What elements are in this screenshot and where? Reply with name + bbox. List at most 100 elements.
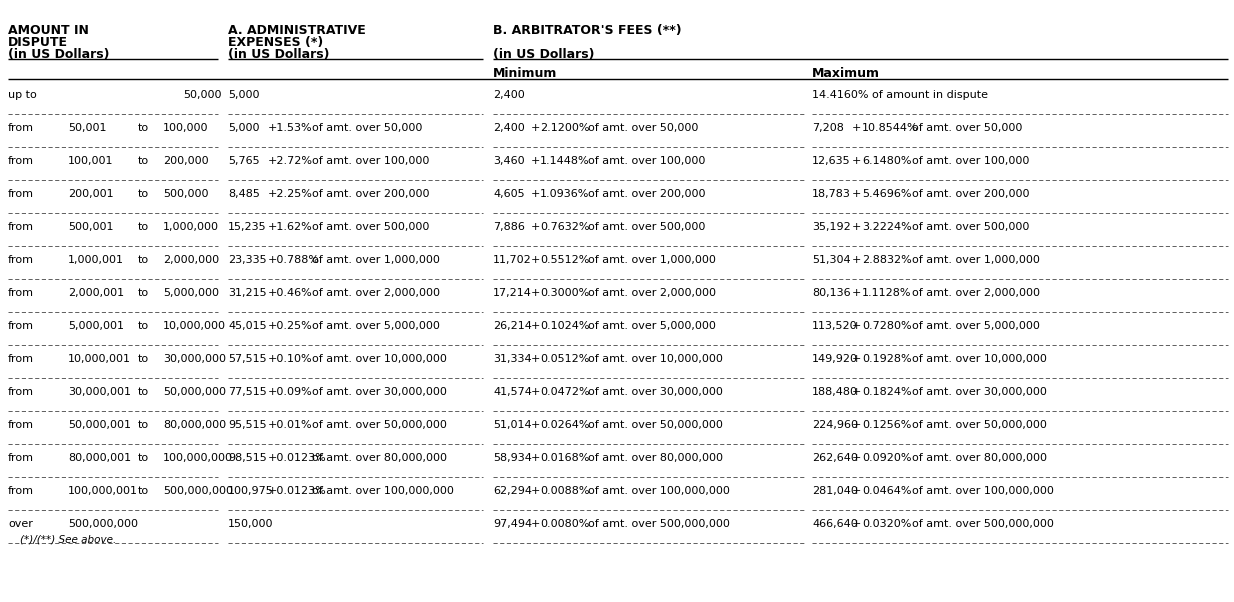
Text: 150,000: 150,000 bbox=[228, 519, 274, 529]
Text: of amt. over 80,000,000: of amt. over 80,000,000 bbox=[312, 453, 447, 463]
Text: of amt. over 30,000,000: of amt. over 30,000,000 bbox=[312, 387, 447, 397]
Text: of amt. over 50,000: of amt. over 50,000 bbox=[587, 123, 698, 133]
Text: 15,235: 15,235 bbox=[228, 222, 267, 232]
Text: +: + bbox=[851, 486, 861, 496]
Text: 113,520: 113,520 bbox=[812, 321, 858, 331]
Text: 30,000,001: 30,000,001 bbox=[68, 387, 131, 397]
Text: of amt. over 50,000,000: of amt. over 50,000,000 bbox=[587, 420, 723, 430]
Text: from: from bbox=[7, 156, 35, 166]
Text: of amt. over 500,000: of amt. over 500,000 bbox=[312, 222, 429, 232]
Text: from: from bbox=[7, 354, 35, 364]
Text: +1.53%: +1.53% bbox=[268, 123, 312, 133]
Text: 50,000,000: 50,000,000 bbox=[163, 387, 226, 397]
Text: 0.0088%: 0.0088% bbox=[540, 486, 590, 496]
Text: of amt. over 5,000,000: of amt. over 5,000,000 bbox=[912, 321, 1040, 331]
Text: to: to bbox=[138, 189, 149, 199]
Text: +: + bbox=[851, 222, 861, 232]
Text: 500,000,000: 500,000,000 bbox=[163, 486, 233, 496]
Text: 6.1480%: 6.1480% bbox=[863, 156, 912, 166]
Text: 3,460: 3,460 bbox=[494, 156, 524, 166]
Text: of amt. over 200,000: of amt. over 200,000 bbox=[312, 189, 429, 199]
Text: 31,334: 31,334 bbox=[494, 354, 532, 364]
Text: 100,000,000: 100,000,000 bbox=[163, 453, 233, 463]
Text: +1.62%: +1.62% bbox=[268, 222, 312, 232]
Text: +: + bbox=[531, 453, 540, 463]
Text: +: + bbox=[851, 123, 861, 133]
Text: from: from bbox=[7, 321, 35, 331]
Text: 8,485: 8,485 bbox=[228, 189, 260, 199]
Text: +: + bbox=[531, 486, 540, 496]
Text: 45,015: 45,015 bbox=[228, 321, 267, 331]
Text: of amt. over 80,000,000: of amt. over 80,000,000 bbox=[912, 453, 1046, 463]
Text: +: + bbox=[851, 156, 861, 166]
Text: 466,640: 466,640 bbox=[812, 519, 858, 529]
Text: 100,000: 100,000 bbox=[163, 123, 209, 133]
Text: 0.0512%: 0.0512% bbox=[540, 354, 590, 364]
Text: from: from bbox=[7, 387, 35, 397]
Text: AMOUNT IN: AMOUNT IN bbox=[7, 24, 89, 37]
Text: +: + bbox=[531, 288, 540, 298]
Text: 5,000: 5,000 bbox=[228, 123, 259, 133]
Text: from: from bbox=[7, 255, 35, 265]
Text: to: to bbox=[138, 288, 149, 298]
Text: 10,000,000: 10,000,000 bbox=[163, 321, 226, 331]
Text: 0.3000%: 0.3000% bbox=[540, 288, 590, 298]
Text: 100,000,001: 100,000,001 bbox=[68, 486, 138, 496]
Text: +0.09%: +0.09% bbox=[268, 387, 312, 397]
Text: EXPENSES (*): EXPENSES (*) bbox=[228, 36, 323, 49]
Text: to: to bbox=[138, 486, 149, 496]
Text: 51,014: 51,014 bbox=[494, 420, 532, 430]
Text: +: + bbox=[851, 354, 861, 364]
Text: +: + bbox=[851, 420, 861, 430]
Text: 5,000,000: 5,000,000 bbox=[163, 288, 218, 298]
Text: 7,886: 7,886 bbox=[494, 222, 524, 232]
Text: to: to bbox=[138, 222, 149, 232]
Text: from: from bbox=[7, 453, 35, 463]
Text: 23,335: 23,335 bbox=[228, 255, 267, 265]
Text: from: from bbox=[7, 123, 35, 133]
Text: from: from bbox=[7, 486, 35, 496]
Text: of amt. over 2,000,000: of amt. over 2,000,000 bbox=[587, 288, 716, 298]
Text: 18,783: 18,783 bbox=[812, 189, 851, 199]
Text: 500,000: 500,000 bbox=[163, 189, 209, 199]
Text: 0.0264%: 0.0264% bbox=[540, 420, 590, 430]
Text: +0.46%: +0.46% bbox=[268, 288, 312, 298]
Text: 2,400: 2,400 bbox=[494, 90, 524, 100]
Text: 0.1824%: 0.1824% bbox=[863, 387, 912, 397]
Text: from: from bbox=[7, 420, 35, 430]
Text: 0.7632%: 0.7632% bbox=[540, 222, 590, 232]
Text: 12,635: 12,635 bbox=[812, 156, 850, 166]
Text: 50,000: 50,000 bbox=[183, 90, 221, 100]
Text: +: + bbox=[851, 288, 861, 298]
Text: 0.0920%: 0.0920% bbox=[863, 453, 912, 463]
Text: of amt. over 500,000,000: of amt. over 500,000,000 bbox=[587, 519, 729, 529]
Text: +: + bbox=[531, 189, 540, 199]
Text: of amt. over 5,000,000: of amt. over 5,000,000 bbox=[587, 321, 716, 331]
Text: 0.0472%: 0.0472% bbox=[540, 387, 590, 397]
Text: 200,001: 200,001 bbox=[68, 189, 114, 199]
Text: 51,304: 51,304 bbox=[812, 255, 850, 265]
Text: from: from bbox=[7, 222, 35, 232]
Text: 26,214: 26,214 bbox=[494, 321, 532, 331]
Text: 0.7280%: 0.7280% bbox=[863, 321, 912, 331]
Text: +: + bbox=[851, 387, 861, 397]
Text: Maximum: Maximum bbox=[812, 67, 880, 80]
Text: over: over bbox=[7, 519, 33, 529]
Text: of amt. over 100,000: of amt. over 100,000 bbox=[912, 156, 1029, 166]
Text: +: + bbox=[531, 420, 540, 430]
Text: 100,975: 100,975 bbox=[228, 486, 274, 496]
Text: of amt. over 80,000,000: of amt. over 80,000,000 bbox=[587, 453, 723, 463]
Text: 2,000,000: 2,000,000 bbox=[163, 255, 220, 265]
Text: 5,765: 5,765 bbox=[228, 156, 259, 166]
Text: from: from bbox=[7, 189, 35, 199]
Text: +: + bbox=[531, 156, 540, 166]
Text: +: + bbox=[851, 321, 861, 331]
Text: B. ARBITRATOR'S FEES (**): B. ARBITRATOR'S FEES (**) bbox=[494, 24, 681, 37]
Text: to: to bbox=[138, 123, 149, 133]
Text: to: to bbox=[138, 321, 149, 331]
Text: Minimum: Minimum bbox=[494, 67, 558, 80]
Text: 2.8832%: 2.8832% bbox=[863, 255, 912, 265]
Text: 1,000,000: 1,000,000 bbox=[163, 222, 218, 232]
Text: (in US Dollars): (in US Dollars) bbox=[7, 48, 110, 61]
Text: of amt. over 100,000,000: of amt. over 100,000,000 bbox=[587, 486, 729, 496]
